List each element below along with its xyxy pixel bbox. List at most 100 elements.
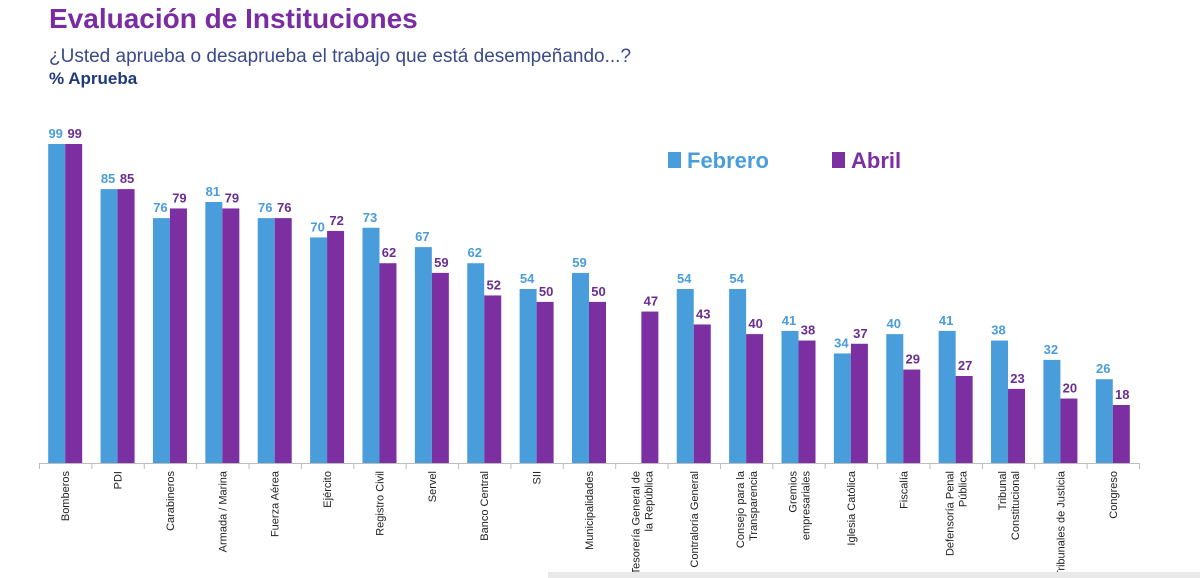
bar-abril xyxy=(1112,405,1130,463)
bar-febrero xyxy=(729,289,747,463)
category-label: Servel xyxy=(427,471,439,502)
category-label: Tesorería General de xyxy=(630,471,642,574)
data-label-abril: 99 xyxy=(67,126,81,141)
bar-febrero xyxy=(571,272,589,463)
footer-strip xyxy=(548,572,1200,578)
bar-febrero xyxy=(938,330,956,463)
data-label-febrero: 76 xyxy=(258,200,272,215)
data-label-febrero: 54 xyxy=(520,271,535,286)
data-label-abril: 62 xyxy=(382,245,396,260)
category-label: empresariales xyxy=(801,471,813,541)
data-label-abril: 27 xyxy=(958,358,972,373)
bar-febrero xyxy=(100,189,118,463)
bar-abril xyxy=(169,208,187,463)
bar-febrero xyxy=(519,289,537,463)
bar-abril xyxy=(327,231,345,463)
category-label: Pública xyxy=(958,470,970,507)
category-label: Municipalidades xyxy=(584,471,596,550)
bar-abril xyxy=(746,334,764,463)
data-label-abril: 29 xyxy=(906,352,920,367)
data-label-abril: 43 xyxy=(696,306,710,321)
y-axis-label: % Aprueba xyxy=(49,69,138,88)
data-label-febrero: 54 xyxy=(677,271,692,286)
category-label: Congreso xyxy=(1108,471,1120,519)
data-label-abril: 37 xyxy=(853,326,867,341)
data-label-febrero: 32 xyxy=(1044,342,1058,357)
bar-abril xyxy=(693,324,711,463)
data-label-abril: 47 xyxy=(644,294,658,309)
category-label: Banco Central xyxy=(479,471,491,541)
data-label-abril: 52 xyxy=(486,277,500,292)
data-label-abril: 50 xyxy=(591,284,605,299)
category-label: Bomberos xyxy=(60,471,72,522)
data-label-febrero: 85 xyxy=(101,171,115,186)
data-label-febrero: 62 xyxy=(467,245,481,260)
legend-swatch-febrero xyxy=(668,152,681,168)
data-label-abril: 20 xyxy=(1063,381,1077,396)
bar-febrero xyxy=(414,247,432,463)
bar-febrero xyxy=(205,202,223,463)
data-label-abril: 76 xyxy=(277,200,291,215)
bar-febrero xyxy=(362,227,380,463)
data-label-abril: 23 xyxy=(1010,371,1024,386)
bar-abril xyxy=(955,376,973,463)
bar-febrero xyxy=(1043,359,1061,463)
category-label: Transparencia xyxy=(748,470,760,541)
bar-abril xyxy=(641,311,659,463)
bar-abril xyxy=(1060,398,1078,463)
data-label-abril: 85 xyxy=(120,171,134,186)
data-label-abril: 72 xyxy=(329,213,343,228)
category-label: Gremios xyxy=(788,471,800,513)
category-label: Ejército xyxy=(322,471,334,508)
data-label-abril: 79 xyxy=(225,190,239,205)
data-label-febrero: 81 xyxy=(206,184,220,199)
category-label: Tribunal xyxy=(997,471,1009,510)
bar-abril xyxy=(117,189,135,463)
data-label-febrero: 59 xyxy=(572,255,586,270)
data-label-febrero: 40 xyxy=(887,316,901,331)
data-label-abril: 40 xyxy=(748,316,762,331)
category-label: SII xyxy=(532,471,544,484)
data-label-febrero: 41 xyxy=(939,313,953,328)
legend-swatch-abril xyxy=(832,152,845,168)
page-title: Evaluación de Instituciones xyxy=(49,3,418,34)
category-label: Armada / Marina xyxy=(217,470,229,552)
question-subtitle: ¿Usted aprueba o desaprueba el trabajo q… xyxy=(49,46,632,67)
data-label-febrero: 54 xyxy=(729,271,744,286)
legend-label-abril: Abril xyxy=(851,148,901,173)
data-label-abril: 50 xyxy=(539,284,553,299)
bar-febrero xyxy=(833,353,851,463)
data-label-abril: 59 xyxy=(434,255,448,270)
data-label-febrero: 38 xyxy=(991,323,1005,338)
bar-abril xyxy=(798,340,816,463)
bar-febrero xyxy=(48,144,66,463)
category-label: Contraloría General xyxy=(689,471,701,568)
category-label: Constitucional xyxy=(1010,471,1022,540)
bar-abril xyxy=(903,369,921,463)
bar-febrero xyxy=(991,340,1009,463)
bar-abril xyxy=(65,144,83,463)
category-label: Registro Civil xyxy=(374,471,386,536)
bar-febrero xyxy=(257,218,275,463)
bar-abril xyxy=(1008,388,1026,463)
bar-abril xyxy=(222,208,240,463)
data-label-febrero: 73 xyxy=(363,210,377,225)
data-label-febrero: 67 xyxy=(415,229,429,244)
data-label-abril: 79 xyxy=(172,190,186,205)
category-label: Tribunales de Justicia xyxy=(1055,470,1067,577)
bar-febrero xyxy=(886,334,904,463)
category-label: PDI xyxy=(113,471,125,489)
bar-abril xyxy=(431,272,449,463)
bar-febrero xyxy=(310,237,328,463)
bar-abril xyxy=(588,301,606,463)
bar-abril xyxy=(484,295,502,463)
data-label-febrero: 70 xyxy=(310,219,324,234)
category-label: Iglesia Católica xyxy=(846,470,858,545)
bar-febrero xyxy=(781,330,799,463)
data-label-abril: 38 xyxy=(801,323,815,338)
category-label: Fuerza Aérea xyxy=(270,470,282,537)
legend-label-febrero: Febrero xyxy=(687,148,769,173)
category-label: la República xyxy=(643,470,655,531)
bar-abril xyxy=(274,218,292,463)
